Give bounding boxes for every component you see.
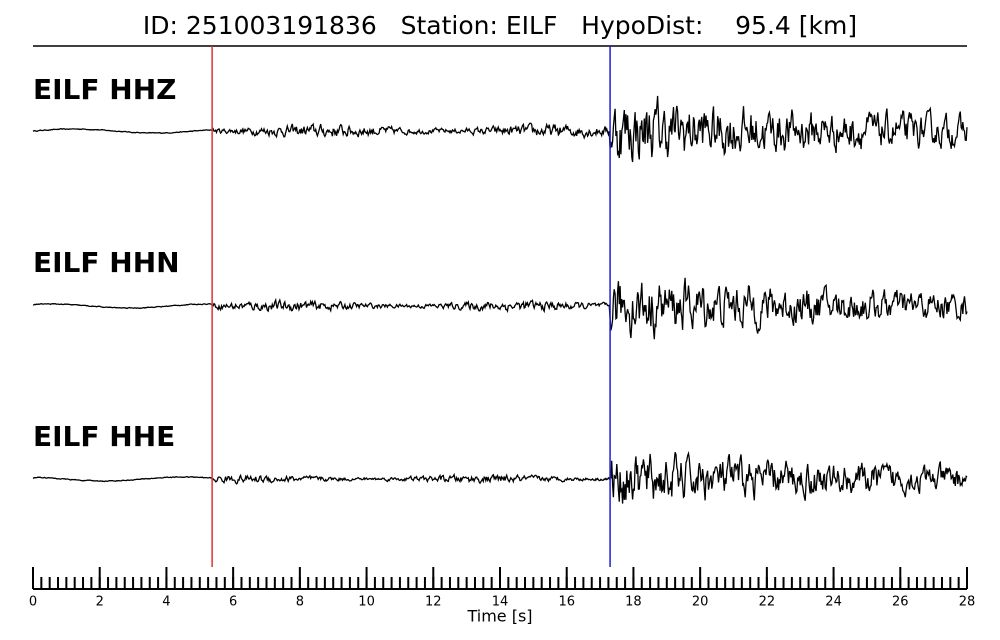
x-tick-label: 28 [959, 595, 976, 610]
x-tick-label: 12 [425, 595, 442, 610]
waveform [32, 95, 968, 163]
trace-label: EILF HHE [33, 420, 175, 453]
waveform [32, 450, 968, 504]
x-tick-label: 6 [229, 595, 237, 610]
x-tick-label: 10 [358, 595, 375, 610]
x-tick-label: 18 [625, 595, 642, 610]
x-tick-label: 26 [892, 595, 909, 610]
trace-label: EILF HHN [33, 246, 180, 279]
x-tick-label: 22 [759, 595, 776, 610]
chart-title: ID: 251003191836 Station: EILF HypoDist:… [143, 11, 857, 40]
trace-label: EILF HHZ [33, 73, 176, 106]
x-tick-label: 24 [825, 595, 842, 610]
x-tick-label: 4 [162, 595, 170, 610]
x-axis-label: Time [s] [466, 607, 532, 626]
x-tick-label: 0 [29, 595, 37, 610]
x-tick-label: 14 [492, 595, 509, 610]
x-tick-label: 2 [96, 595, 104, 610]
x-tick-label: 8 [296, 595, 304, 610]
waveform [32, 277, 968, 340]
x-tick-label: 20 [692, 595, 709, 610]
x-tick-label: 16 [558, 595, 575, 610]
